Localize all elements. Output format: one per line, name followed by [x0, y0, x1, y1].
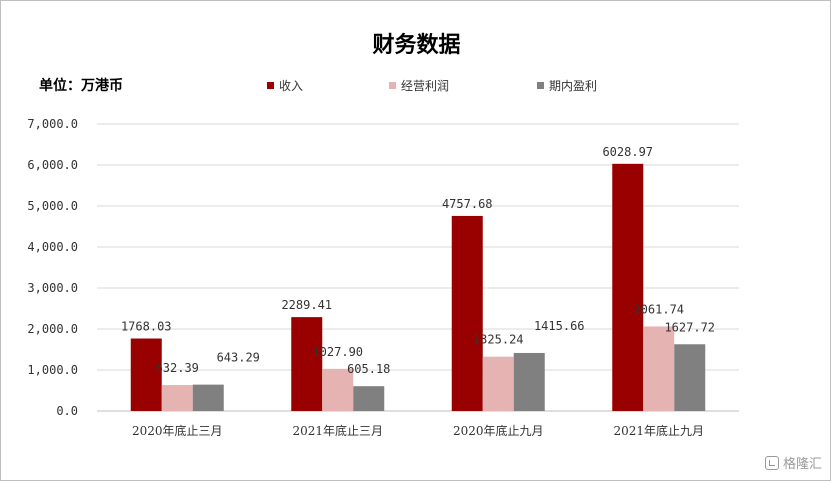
bar [612, 163, 644, 411]
bar [130, 338, 162, 411]
y-tick-label: 2,000.0 [27, 322, 78, 336]
legend-label-period-profit: 期内盈利 [549, 79, 598, 93]
watermark: 格隆汇 [764, 453, 822, 472]
y-tick-label: 5,000.0 [27, 199, 78, 213]
bar [451, 215, 483, 411]
y-tick-label: 7,000.0 [27, 117, 78, 131]
bar [192, 384, 224, 411]
bar [353, 386, 385, 411]
chart-title: 财务数据 [372, 33, 461, 58]
data-label: 1768.03 [121, 320, 172, 334]
data-label: 2061.74 [633, 302, 684, 316]
bar [674, 344, 706, 411]
legend: 收入 经营利润 期内盈利 [1, 77, 831, 93]
bar [643, 326, 675, 411]
y-tick-label: 1,000.0 [27, 363, 78, 377]
y-tick-label: 3,000.0 [27, 281, 78, 295]
y-tick-label: 4,000.0 [27, 240, 78, 254]
legend-swatch-period-profit [537, 82, 544, 89]
data-label: 1627.72 [664, 320, 715, 334]
legend-item-revenue: 收入 [267, 77, 303, 94]
legend-label-revenue: 收入 [279, 79, 304, 93]
bar [322, 368, 354, 411]
data-label: 4757.68 [442, 197, 493, 211]
data-label: 1027.90 [312, 345, 363, 359]
bar [161, 385, 193, 411]
legend-item-period-profit: 期内盈利 [537, 77, 597, 94]
y-tick-label: 0.0 [56, 404, 78, 418]
legend-swatch-operating-profit [389, 82, 396, 89]
x-category-label: 2021年底止九月 [613, 423, 704, 438]
data-label: 2289.41 [281, 298, 332, 312]
watermark-text: 格隆汇 [782, 457, 822, 472]
data-label: 632.39 [156, 361, 199, 375]
data-label: 1415.66 [534, 319, 585, 333]
x-category-label: 2020年底止九月 [453, 423, 544, 438]
legend-swatch-revenue [267, 82, 274, 89]
watermark-logo-icon [764, 455, 779, 470]
legend-item-operating-profit: 经营利润 [389, 77, 449, 94]
legend-label-operating-profit: 经营利润 [401, 79, 450, 93]
bar [513, 352, 545, 411]
y-tick-label: 6,000.0 [27, 158, 78, 172]
unit-label: 单位：万港币 [39, 78, 123, 94]
data-label: 6028.97 [602, 145, 653, 159]
bar [482, 356, 514, 411]
x-category-label: 2021年底止三月 [292, 423, 383, 438]
bar [291, 317, 323, 411]
data-label: 605.18 [347, 362, 390, 376]
x-category-label: 2020年底止三月 [132, 423, 223, 438]
data-label: 643.29 [217, 351, 260, 365]
data-label: 1325.24 [473, 333, 524, 347]
